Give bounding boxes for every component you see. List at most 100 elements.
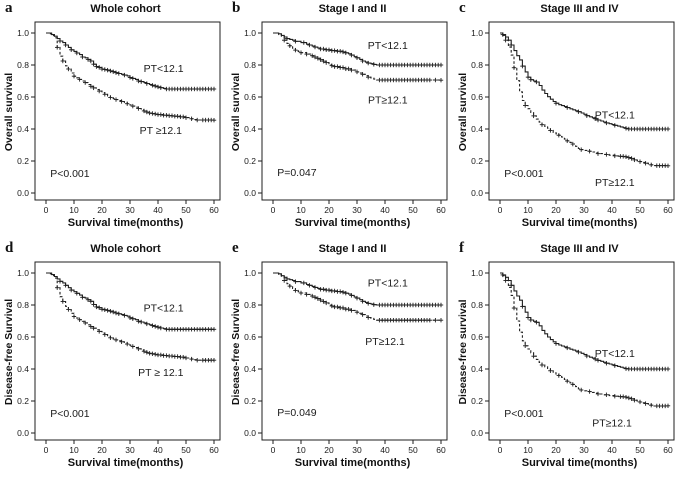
svg-text:20: 20 [97,445,107,455]
svg-text:0.2: 0.2 [471,156,483,166]
svg-text:PT≥12.1: PT≥12.1 [368,94,408,106]
svg-text:50: 50 [181,205,191,215]
svg-text:10: 10 [69,205,79,215]
svg-text:60: 60 [663,205,673,215]
panel-a-letter: a [5,0,13,16]
svg-text:30: 30 [352,205,362,215]
svg-text:0.4: 0.4 [17,364,29,374]
panel-c-letter: c [459,0,466,16]
svg-text:60: 60 [436,445,446,455]
panel-e-letter: e [232,240,239,256]
panel-f-letter: f [459,240,464,256]
svg-text:PT<12.1: PT<12.1 [595,348,635,360]
svg-text:20: 20 [324,445,334,455]
svg-text:20: 20 [551,205,561,215]
svg-text:0.6: 0.6 [17,332,29,342]
svg-text:40: 40 [153,205,163,215]
svg-text:60: 60 [209,445,219,455]
svg-text:10: 10 [523,445,533,455]
svg-text:10: 10 [69,445,79,455]
svg-text:1.0: 1.0 [471,28,483,38]
panel-c: c Stage III and IV Overall survival 0 10 2… [454,0,680,240]
svg-text:0.2: 0.2 [244,396,256,406]
svg-text:0: 0 [271,445,276,455]
panel-c-xlabel: Survival time(months) [521,217,638,229]
svg-text:PT ≥ 12.1: PT ≥ 12.1 [138,367,183,379]
svg-text:0.2: 0.2 [471,396,483,406]
svg-text:P<0.001: P<0.001 [504,168,544,180]
svg-text:0.8: 0.8 [17,300,29,310]
svg-text:50: 50 [181,445,191,455]
svg-text:P=0.049: P=0.049 [277,407,317,419]
panel-b-xlabel: Survival time(months) [294,217,411,229]
svg-text:PT≥12.1: PT≥12.1 [365,336,405,348]
svg-text:0.8: 0.8 [471,60,483,70]
svg-text:10: 10 [523,205,533,215]
svg-text:1.0: 1.0 [17,268,29,278]
svg-text:0.2: 0.2 [17,156,29,166]
svg-text:1.0: 1.0 [471,268,483,278]
svg-text:0.6: 0.6 [244,332,256,342]
svg-text:40: 40 [153,445,163,455]
panel-c-plot: 0 10 20 30 40 50 60 0.0 0.2 0.4 0.6 0.8 1.0 PT<12.1 PT… [471,21,675,215]
svg-text:30: 30 [352,445,362,455]
panel-b-letter: b [232,0,241,16]
svg-text:PT<12.1: PT<12.1 [368,40,408,52]
svg-text:PT≥12.1: PT≥12.1 [592,418,632,430]
svg-text:20: 20 [97,205,107,215]
panel-d: d Whole cohort Disease-free Survival 0 10… [0,240,227,479]
panel-a-plot: 0 10 20 30 40 50 60 0.0 0.2 0.4 0.6 0.8 1.0 PT<12.1 PT… [17,21,221,215]
svg-text:P<0.001: P<0.001 [504,408,544,420]
svg-text:50: 50 [635,445,645,455]
panel-a: a Whole cohort Overall survival 0 10 20 30 4… [0,0,227,240]
svg-text:0.6: 0.6 [17,92,29,102]
svg-text:40: 40 [607,205,617,215]
svg-text:30: 30 [579,205,589,215]
svg-text:0.4: 0.4 [17,124,29,134]
panel-b-title: Stage I and II [318,3,387,15]
panel-d-xlabel: Survival time(months) [67,457,184,469]
svg-text:1.0: 1.0 [244,268,256,278]
panel-a-title: Whole cohort [90,3,161,15]
svg-text:0.4: 0.4 [244,364,256,374]
svg-text:50: 50 [635,205,645,215]
panel-e-xlabel: Survival time(months) [294,457,411,469]
svg-text:P<0.001: P<0.001 [50,408,90,420]
svg-text:40: 40 [380,445,390,455]
svg-text:0.2: 0.2 [244,156,256,166]
svg-text:PT<12.1: PT<12.1 [368,278,408,290]
panel-f-title: Stage III and IV [540,243,619,255]
svg-text:0.0: 0.0 [244,188,256,198]
panel-d-plot: 0 10 20 30 40 50 60 0.0 0.2 0.4 0.6 0.8 1.0 PT<12.1 PT… [17,261,221,455]
panel-b-plot: 0 10 20 30 40 50 60 0.0 0.2 0.4 0.6 0.8 1.0 PT<12.1 PT… [244,21,448,215]
panel-f-xlabel: Survival time(months) [521,457,638,469]
svg-text:20: 20 [324,205,334,215]
svg-text:0.0: 0.0 [244,428,256,438]
svg-text:30: 30 [125,445,135,455]
svg-text:0.6: 0.6 [471,92,483,102]
svg-text:60: 60 [436,205,446,215]
svg-text:20: 20 [551,445,561,455]
svg-text:P<0.001: P<0.001 [50,168,90,180]
svg-text:0.0: 0.0 [17,428,29,438]
panel-d-title: Whole cohort [90,243,161,255]
svg-text:60: 60 [663,445,673,455]
panel-e-title: Stage I and II [318,243,387,255]
svg-text:PT ≥12.1: PT ≥12.1 [140,125,183,137]
svg-text:60: 60 [209,205,219,215]
svg-text:10: 10 [296,445,306,455]
svg-text:0.0: 0.0 [471,188,483,198]
svg-text:40: 40 [607,445,617,455]
svg-text:0.4: 0.4 [471,364,483,374]
svg-text:10: 10 [296,205,306,215]
svg-text:40: 40 [380,205,390,215]
panel-e-plot: 0 10 20 30 40 50 60 0.0 0.2 0.4 0.6 0.8 1.0 PT<12.1 PT… [244,261,448,455]
svg-text:0: 0 [271,205,276,215]
svg-text:30: 30 [125,205,135,215]
panel-f: f Stage III and IV Disease-free survival… [454,240,680,479]
svg-text:0: 0 [44,445,49,455]
svg-text:50: 50 [408,445,418,455]
svg-text:0.0: 0.0 [17,188,29,198]
panel-a-xlabel: Survival time(months) [67,217,184,229]
